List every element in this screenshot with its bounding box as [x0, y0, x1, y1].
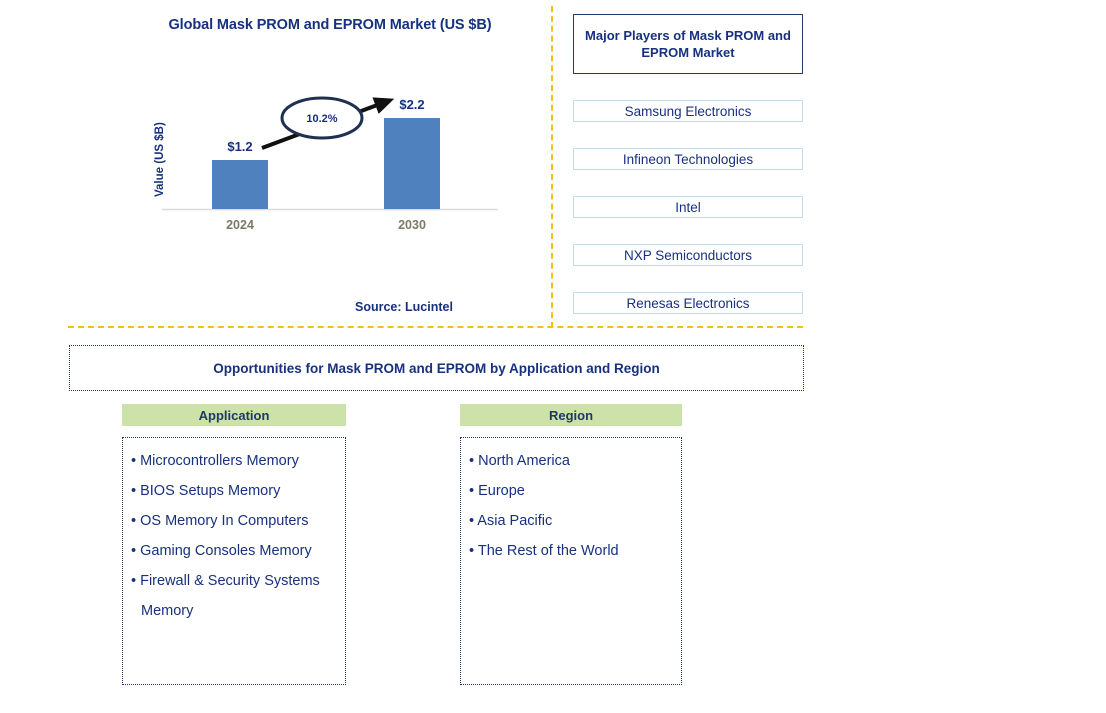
spacer [573, 266, 803, 292]
application-column: Application • Microcontrollers Memory • … [122, 404, 346, 685]
source-note: Source: Lucintel [355, 300, 453, 314]
bar-chart-svg: $1.2 $2.2 2024 2030 10.2% [162, 96, 498, 232]
application-list-item: • OS Memory In Computers [131, 513, 309, 529]
bar-value-label-2030: $2.2 [399, 97, 424, 112]
application-list-item: • Microcontrollers Memory [131, 453, 299, 469]
application-list-item: • BIOS Setups Memory [131, 483, 281, 499]
application-list-item: • Gaming Consoles Memory [131, 543, 312, 559]
cagr-ellipse [280, 96, 364, 140]
bar-value-label-2024: $1.2 [227, 139, 252, 154]
application-header: Application [122, 404, 346, 426]
bar-category-label-2024: 2024 [226, 218, 254, 232]
vertical-divider [551, 6, 553, 328]
spacer [573, 74, 803, 100]
player-item-4[interactable]: Renesas Electronics [573, 292, 803, 314]
region-list-item: • The Rest of the World [469, 543, 619, 559]
region-column: Region • North America • Europe • Asia P… [460, 404, 682, 685]
bar-2024 [212, 160, 268, 209]
application-list-item: • Firewall & Security Systems Memory [131, 573, 320, 619]
player-item-1[interactable]: Infineon Technologies [573, 148, 803, 170]
cagr-label: 10.2% [306, 113, 337, 125]
bar-chart: $1.2 $2.2 2024 2030 10.2% [150, 80, 510, 245]
spacer [573, 170, 803, 196]
chart-title: Global Mask PROM and EPROM Market (US $B… [168, 17, 492, 33]
horizontal-divider [68, 326, 803, 328]
player-item-3[interactable]: NXP Semiconductors [573, 244, 803, 266]
opportunities-banner: Opportunities for Mask PROM and EPROM by… [69, 345, 804, 391]
player-item-0[interactable]: Samsung Electronics [573, 100, 803, 122]
region-list-item: • North America [469, 453, 570, 469]
bar-category-label-2030: 2030 [398, 218, 426, 232]
region-header: Region [460, 404, 682, 426]
player-item-2[interactable]: Intel [573, 196, 803, 218]
bar-2030 [384, 118, 440, 209]
region-list-item: • Europe [469, 483, 525, 499]
region-list: • North America • Europe • Asia Pacific … [460, 437, 682, 685]
application-list: • Microcontrollers Memory • BIOS Setups … [122, 437, 346, 685]
spacer [573, 218, 803, 244]
spacer [573, 122, 803, 148]
region-list-item: • Asia Pacific [469, 513, 553, 529]
major-players-panel: Major Players of Mask PROM and EPROM Mar… [573, 14, 803, 314]
major-players-header: Major Players of Mask PROM and EPROM Mar… [573, 14, 803, 74]
